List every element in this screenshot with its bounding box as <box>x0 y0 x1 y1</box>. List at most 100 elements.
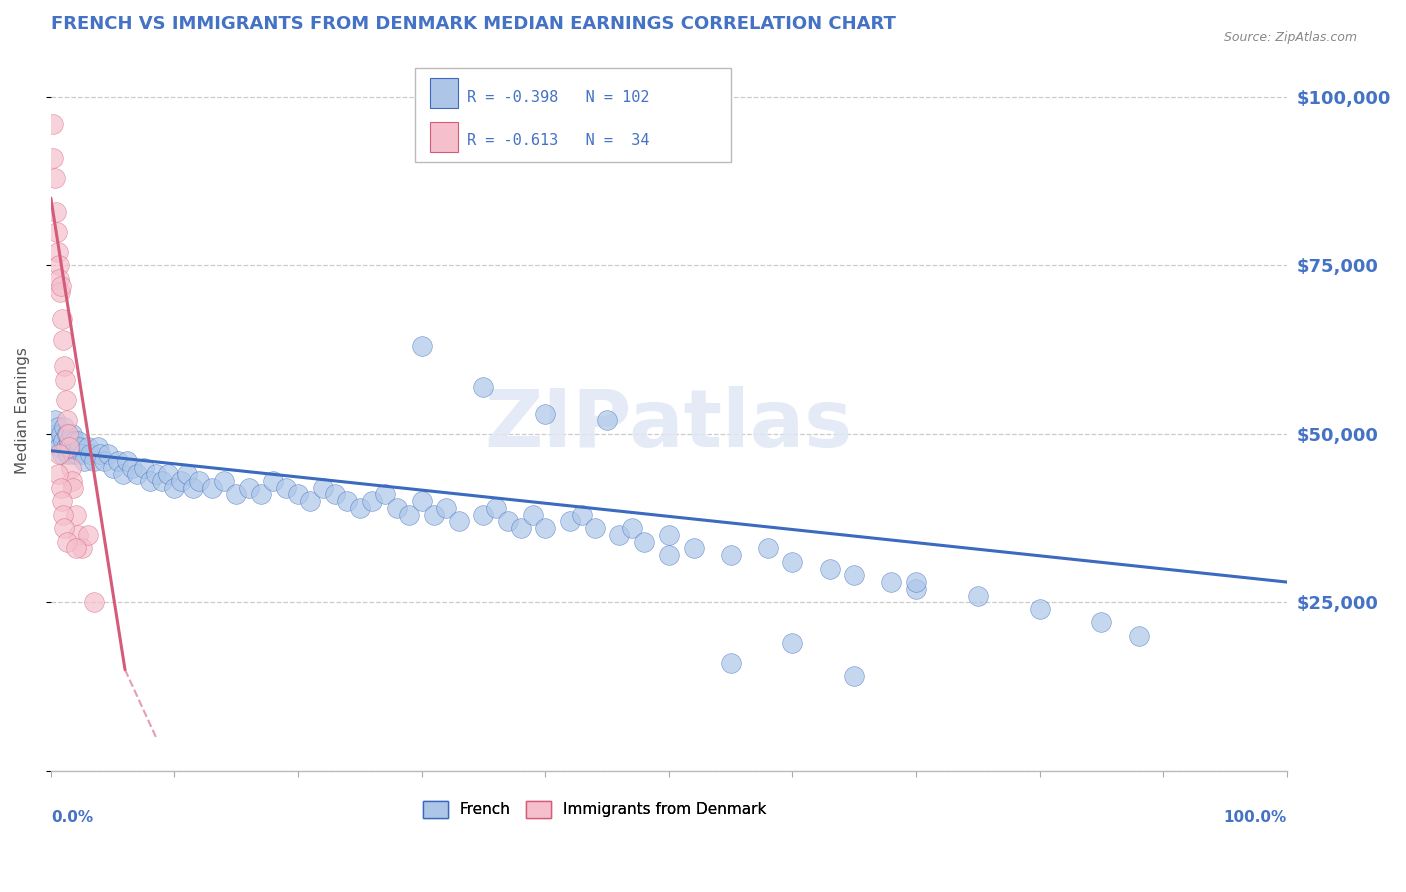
Point <box>58 440 80 454</box>
Point <box>48 259 70 273</box>
Point <box>53 359 76 374</box>
Point <box>583 521 606 535</box>
Point <box>138 474 160 488</box>
Text: 0.0%: 0.0% <box>51 810 93 825</box>
Point <box>79 447 101 461</box>
Point <box>1028 602 1050 616</box>
Legend: French, Immigrants from Denmark: French, Immigrants from Denmark <box>418 795 772 824</box>
Point <box>46 434 69 448</box>
Point <box>782 555 804 569</box>
Point <box>250 487 273 501</box>
Point <box>77 440 100 454</box>
Point <box>398 508 420 522</box>
Point <box>56 413 79 427</box>
Point <box>509 521 531 535</box>
Point <box>52 333 75 347</box>
Point <box>534 407 557 421</box>
Point <box>609 528 631 542</box>
Point <box>200 481 222 495</box>
Point <box>70 447 93 461</box>
Point <box>48 272 70 286</box>
Point <box>176 467 198 482</box>
Text: Source: ZipAtlas.com: Source: ZipAtlas.com <box>1223 31 1357 45</box>
Point <box>225 487 247 501</box>
Point <box>145 467 167 482</box>
Point <box>51 312 73 326</box>
Point <box>323 487 346 501</box>
Point <box>620 521 643 535</box>
Point <box>66 528 89 542</box>
Point <box>41 117 63 131</box>
Point <box>55 440 77 454</box>
Point <box>60 426 83 441</box>
Point <box>83 595 105 609</box>
Point <box>522 508 544 522</box>
Point <box>87 440 110 454</box>
Point <box>49 426 72 441</box>
Point <box>52 434 75 448</box>
Point <box>53 521 76 535</box>
Point <box>534 521 557 535</box>
Point <box>596 413 619 427</box>
Point <box>238 481 260 495</box>
Point <box>46 467 69 482</box>
Point <box>59 460 82 475</box>
Point <box>51 447 73 461</box>
Point <box>905 582 928 596</box>
Point <box>56 426 79 441</box>
Bar <box>430 122 457 153</box>
Point <box>70 541 93 556</box>
Point <box>42 151 65 165</box>
Point <box>287 487 309 501</box>
Point <box>44 413 66 427</box>
Point <box>111 467 134 482</box>
Point <box>485 500 508 515</box>
Point <box>472 508 495 522</box>
Point <box>121 460 143 475</box>
Point <box>93 454 115 468</box>
Point <box>658 548 681 562</box>
Point <box>132 460 155 475</box>
Point <box>67 440 90 454</box>
Point <box>844 568 866 582</box>
Point <box>59 440 82 454</box>
Point <box>63 434 86 448</box>
Point <box>756 541 779 556</box>
Point <box>49 481 72 495</box>
Point <box>56 534 79 549</box>
Point <box>101 460 124 475</box>
Text: R = -0.613   N =  34: R = -0.613 N = 34 <box>467 134 650 148</box>
Point <box>127 467 149 482</box>
Point <box>55 393 77 408</box>
Point <box>658 528 681 542</box>
Point <box>65 541 87 556</box>
Point <box>46 420 69 434</box>
Point <box>633 534 655 549</box>
Point <box>97 447 120 461</box>
Point <box>447 515 470 529</box>
Point <box>65 508 87 522</box>
Point <box>77 528 100 542</box>
Point <box>48 440 70 454</box>
Point <box>1128 629 1150 643</box>
Point <box>62 447 84 461</box>
Point <box>312 481 335 495</box>
Point <box>46 225 69 239</box>
Point <box>496 515 519 529</box>
Point <box>349 500 371 515</box>
Point <box>411 339 433 353</box>
Point <box>53 373 76 387</box>
Point <box>967 589 990 603</box>
Point <box>60 474 83 488</box>
FancyBboxPatch shape <box>416 68 731 161</box>
Point <box>51 494 73 508</box>
Text: FRENCH VS IMMIGRANTS FROM DENMARK MEDIAN EARNINGS CORRELATION CHART: FRENCH VS IMMIGRANTS FROM DENMARK MEDIAN… <box>51 15 896 33</box>
Point <box>150 474 173 488</box>
Point <box>117 454 139 468</box>
Point <box>58 434 80 448</box>
Y-axis label: Median Earnings: Median Earnings <box>15 347 30 474</box>
Point <box>299 494 322 508</box>
Point <box>49 285 72 300</box>
Point <box>682 541 704 556</box>
Point <box>48 447 70 461</box>
